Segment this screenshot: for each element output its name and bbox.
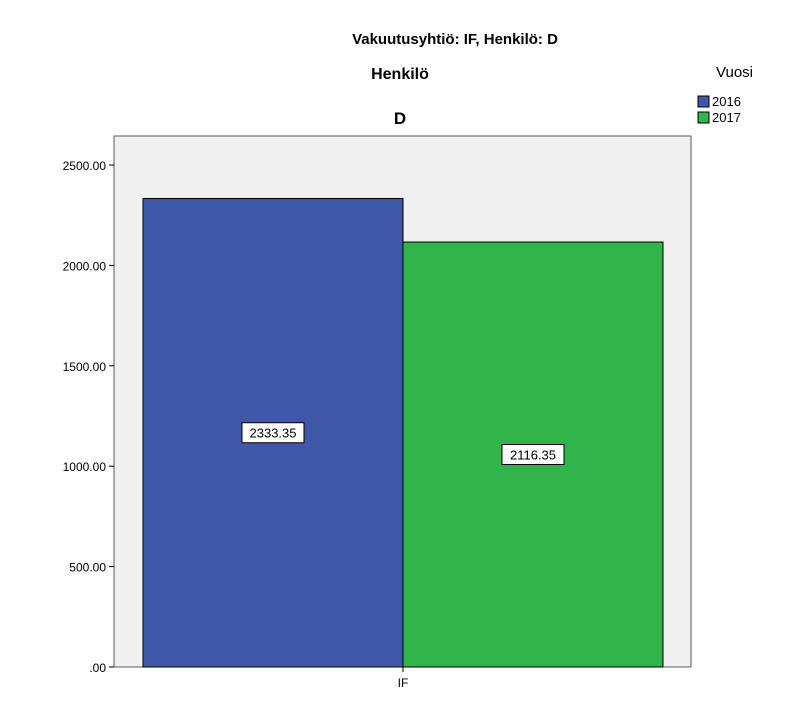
x-axis: IF [398, 667, 409, 690]
panel-label: D [394, 109, 406, 128]
chart-subtitle: Henkilö [371, 66, 429, 83]
data-label-2016: 2333.35 [250, 426, 297, 441]
legend-swatch-2017 [697, 111, 710, 124]
y-tick-label: 2000.00 [63, 259, 107, 273]
legend-label-2016: 2016 [712, 94, 741, 109]
bars [142, 197, 664, 668]
y-tick-label: 500.00 [69, 561, 106, 575]
x-tick-label: IF [398, 676, 409, 690]
legend-label-2017: 2017 [712, 110, 741, 125]
y-axis: .00 500.00 1000.00 1500.00 2000.00 2500.00 [63, 159, 114, 675]
data-label-2017: 2116.35 [510, 448, 556, 463]
data-labels: 2333.35 2116.35 [241, 422, 565, 466]
data-label-box [501, 444, 565, 466]
y-tick-label: 2500.00 [63, 159, 107, 173]
legend-title: Vuosi [716, 64, 753, 81]
legend-swatch-2016 [697, 95, 710, 108]
y-tick-label: .00 [89, 661, 106, 675]
data-label-box [241, 422, 305, 444]
y-tick-label: 1500.00 [63, 360, 107, 374]
chart-title: Vakuutusyhtiö: IF, Henkilö: D [352, 31, 558, 48]
y-tick-label: 1000.00 [63, 460, 107, 474]
